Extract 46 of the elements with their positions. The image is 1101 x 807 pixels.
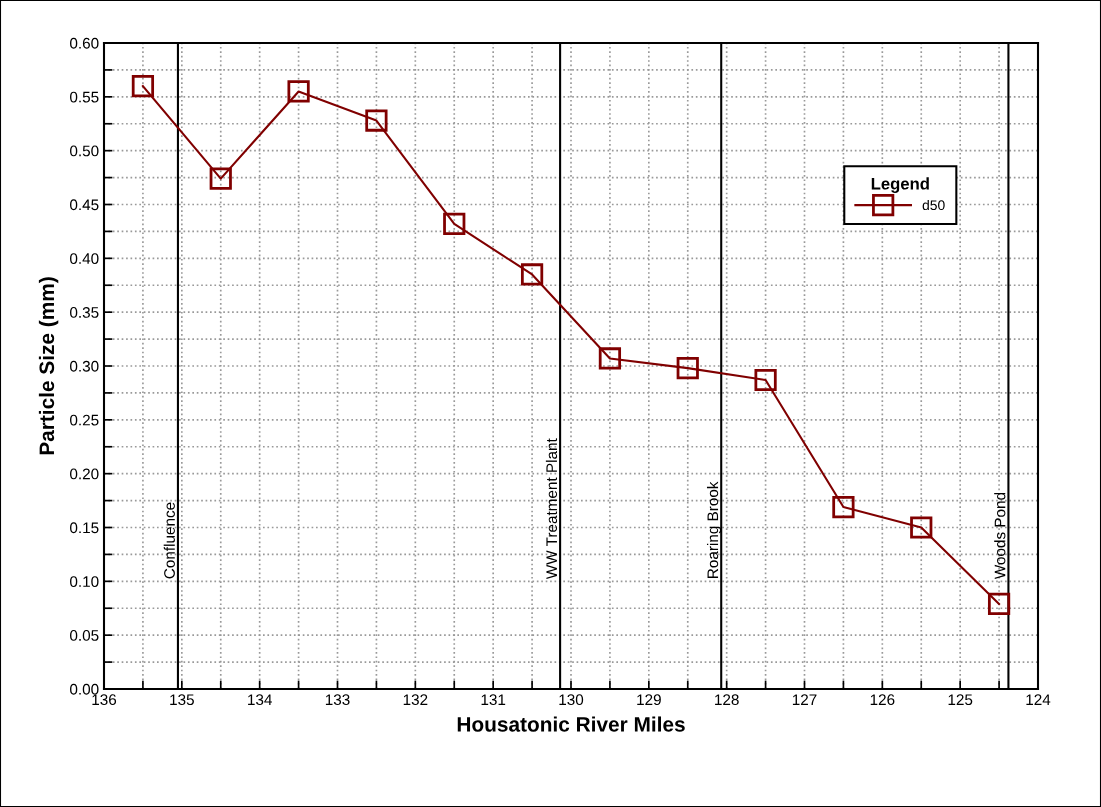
x-tick-label: 125	[948, 694, 973, 706]
legend-title: Legend	[871, 177, 929, 193]
ref-line-label: WW Treatment Plant	[545, 438, 558, 580]
point	[287, 80, 310, 103]
x-tick-label: 136	[92, 694, 117, 706]
ref-line-label: Roaring Brook	[706, 481, 722, 578]
point	[209, 167, 232, 190]
y-tick-label: 0.45	[70, 199, 99, 211]
y-tick-label: 0.40	[70, 253, 99, 265]
ref-line-label: Woods Pond	[994, 492, 1006, 580]
y-tick-label: 0.20	[70, 468, 99, 480]
x-tick-label: 133	[325, 694, 350, 706]
x-tick-label: 126	[870, 694, 895, 706]
legend-label: d50	[922, 199, 945, 211]
y-tick-label: 0.05	[70, 630, 99, 641]
x-tick-label: 132	[403, 694, 428, 706]
y-tick-label: 0.10	[70, 576, 99, 588]
point	[754, 368, 777, 392]
point	[131, 74, 155, 98]
y-tick-label: 0.55	[70, 91, 99, 103]
point	[676, 357, 699, 380]
x-tick-label: 131	[481, 694, 506, 706]
y-tick-label: 0.00	[70, 683, 99, 695]
x-tick-label: 134	[248, 694, 272, 706]
point	[910, 516, 933, 539]
y-tick-label: 0.25	[70, 414, 99, 426]
point	[443, 212, 466, 235]
point	[365, 109, 388, 132]
y-tick-label: 0.15	[70, 522, 99, 534]
point	[832, 495, 855, 519]
y-tick-label: 0.30	[70, 360, 99, 372]
x-tick-label: 124	[1026, 694, 1051, 705]
x-tick-label: 128	[715, 694, 739, 706]
y-tick-label: 0.50	[70, 145, 99, 157]
y-tick-label: 0.60	[70, 37, 99, 49]
x-tick-label: 129	[637, 694, 661, 706]
x-tick-label: 127	[792, 694, 817, 705]
x-axis-title: Housatonic River Miles	[457, 716, 685, 732]
x-tick-label: 135	[170, 694, 194, 706]
ref-line-label: Confluence	[163, 502, 175, 579]
point	[520, 263, 544, 286]
point	[987, 592, 1011, 616]
y-tick-label: 0.35	[70, 307, 99, 318]
y-axis-title: Particle Size (mm)	[38, 277, 59, 455]
x-tick-label: 130	[559, 694, 584, 706]
point	[598, 347, 622, 370]
